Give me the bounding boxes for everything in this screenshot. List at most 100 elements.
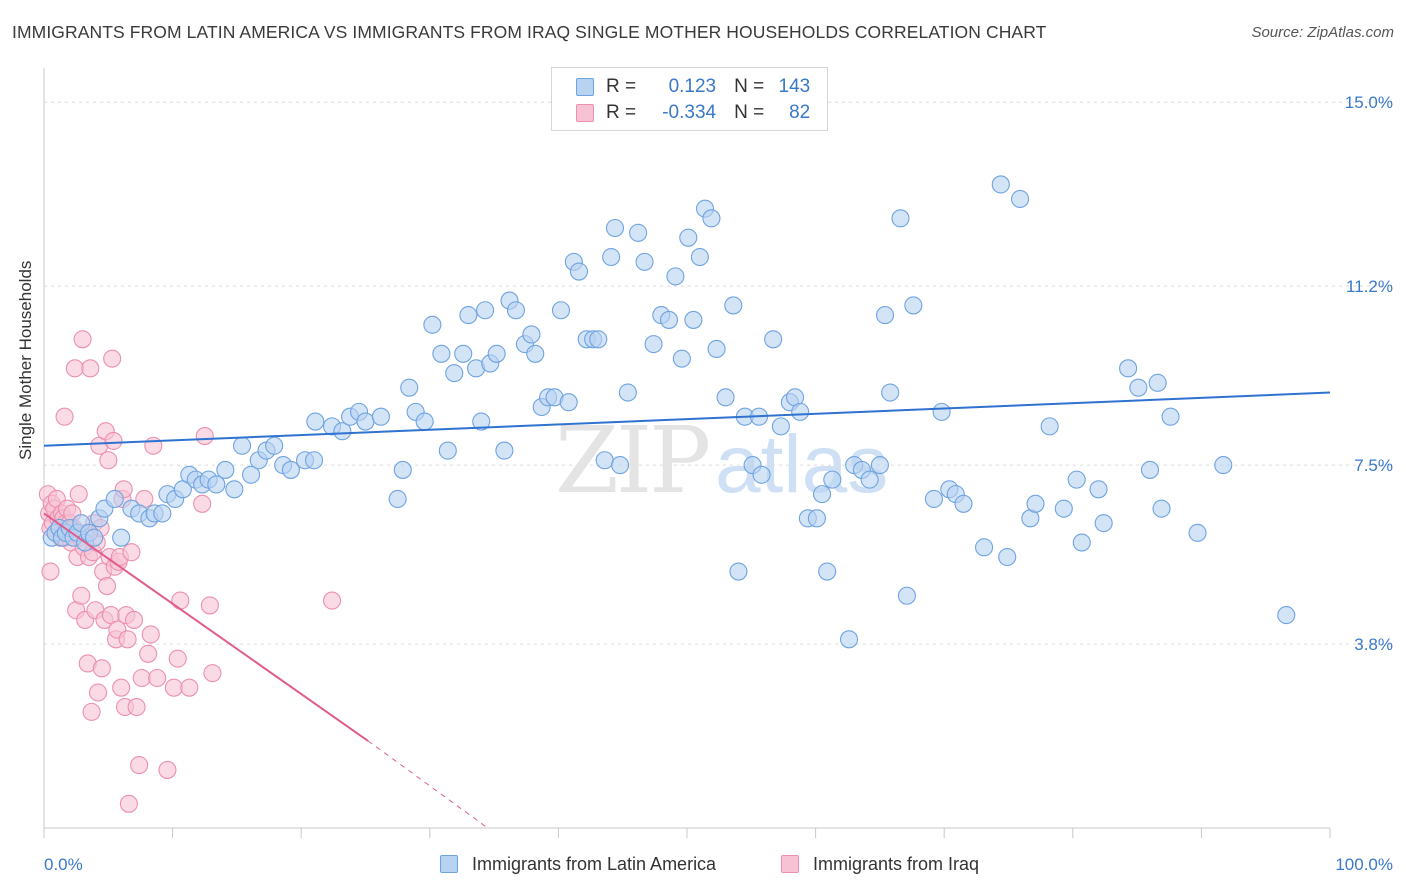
iraq-point [144,436,163,455]
latin-america-point [1152,499,1171,518]
latin-america-point [707,339,726,359]
iraq-point [195,427,214,446]
iraq-point [141,625,160,644]
iraq-point [118,630,137,649]
latin-america-point [932,402,951,421]
iraq-point [82,702,101,721]
latin-america-point [791,402,810,421]
iraq-point [122,543,141,562]
latin-america-point [281,460,300,479]
y-tick-label: 7.5% [1354,456,1393,475]
iraq-point [55,407,74,426]
latin-america-point [679,228,698,247]
iraq-point [104,431,123,450]
latin-america-point [495,441,514,460]
latin-america-point [991,175,1010,194]
latin-america-point [823,470,842,489]
latin-america-point [216,460,235,479]
legend-label-iraq: Immigrants from Iraq [813,853,980,874]
latin-america-point [684,310,703,329]
iraq-point [41,562,60,581]
latin-america-point [1072,533,1091,552]
latin-america-point [265,436,284,455]
latin-america-point [672,349,691,368]
latin-america-point [860,470,879,489]
latin-america-point [716,388,735,407]
latin-america-point [153,504,172,523]
iraq-point [164,678,183,697]
latin-america-point [1277,606,1296,625]
latin-america-point [1119,359,1138,378]
bottom-legend-iraq: Immigrants from Iraq [781,850,979,878]
iraq-point [97,577,117,596]
axes [43,68,1331,838]
latin-america-point [423,315,442,334]
gridlines [44,101,1392,645]
trend-line-iraq [43,512,369,742]
latin-america-point [1094,514,1113,533]
latin-america-point [1011,189,1030,209]
iraq-point [103,349,122,368]
legend-r-label: R = [606,102,637,123]
latin-america-point [1129,378,1148,397]
iraq-point [171,591,190,610]
trend-line-iraq-extension [367,740,488,829]
latin-america-point [241,465,261,484]
stats-legend: R = 0.123 N = 143 R = -0.334 N = 82 [551,67,828,131]
latin-america-point [305,451,324,470]
latin-america-point [998,547,1017,567]
latin-america-point [611,456,630,475]
svg-text:ZIP: ZIP [555,407,708,514]
latin-america-point [629,223,648,242]
y-tick-label: 3.8% [1354,635,1393,654]
series-iraq-points [38,330,342,813]
iraq-point [72,586,91,605]
latin-america-point [602,247,621,267]
iraq-point [148,668,167,688]
legend-swatch-blue [576,78,594,96]
latin-america-point [589,330,608,349]
latin-america-point [105,489,124,509]
iraq-point [130,756,149,775]
latin-america-point [445,364,464,383]
latin-america-point [1089,480,1108,499]
latin-america-point [644,335,663,354]
legend-swatch-pink [781,855,799,873]
legend-swatch-pink [576,104,594,122]
iraq-point [81,359,100,378]
latin-america-point [635,252,654,271]
latin-america-point [595,451,614,470]
latin-america-point [476,301,495,320]
latin-america-point [393,460,412,479]
bottom-legend-latin-america: Immigrants from Latin America [440,850,716,878]
latin-america-point [764,330,783,349]
latin-america-point [112,528,131,547]
legend-n-label: N = [734,102,765,123]
latin-america-point [924,489,943,509]
latin-america-point [659,310,679,329]
legend-n-value: 82 [789,102,811,123]
latin-america-point [85,528,104,547]
latin-america-point [388,489,407,509]
legend-r-label: R = [606,76,637,97]
trend-line-latin-america [43,391,1331,447]
latin-america-point [506,301,526,320]
x-tick-label-min: 0.0% [44,855,83,874]
iraq-point [127,697,146,717]
legend-row-latin-america: R = 0.123 N = 143 [576,73,810,101]
latin-america-point [207,475,226,494]
legend-label-latin-america: Immigrants from Latin America [472,853,717,874]
latin-america-point [526,344,545,363]
legend-row-iraq: R = -0.334 N = 82 [576,99,810,127]
latin-america-point [875,306,895,325]
iraq-point [200,596,219,615]
latin-america-point [551,301,571,320]
latin-america-point [954,494,973,513]
iraq-point [124,610,144,629]
iraq-point [168,649,187,668]
iraq-point [88,683,108,702]
iraq-point [132,668,151,688]
latin-america-point [487,344,506,363]
latin-america-point [1040,417,1059,436]
latin-america-point [729,562,748,581]
